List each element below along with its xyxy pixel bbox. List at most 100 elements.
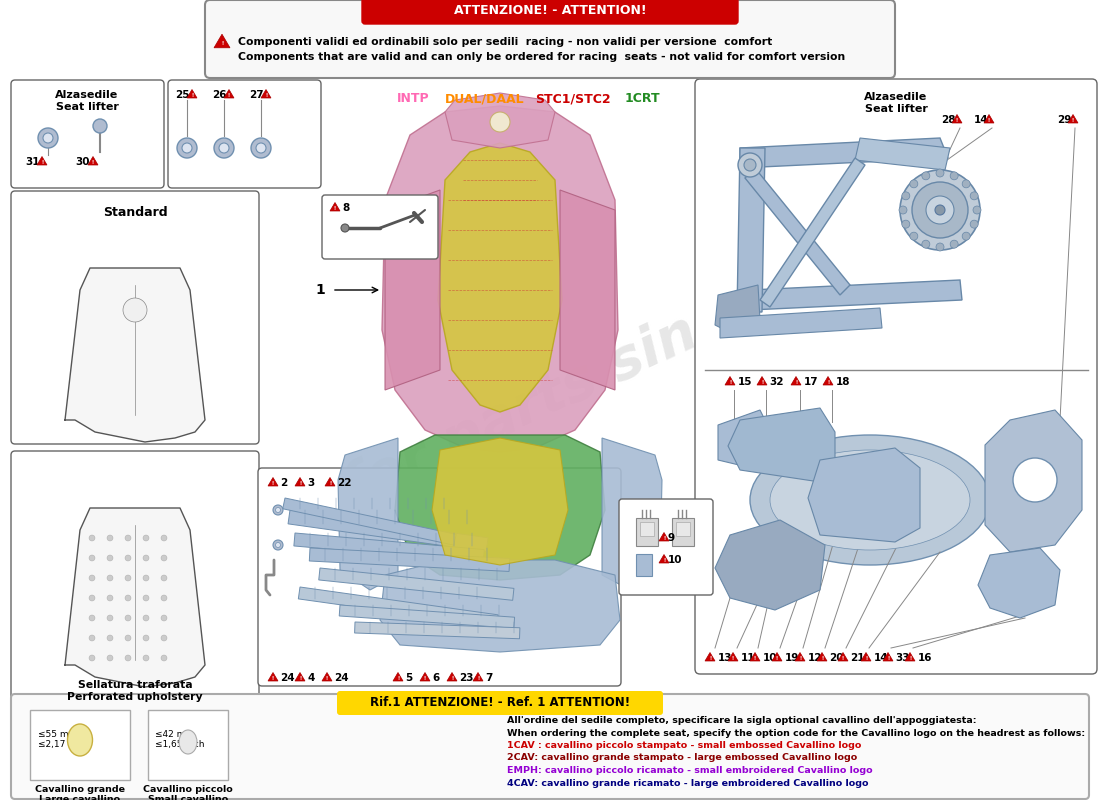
Polygon shape xyxy=(725,377,735,385)
Polygon shape xyxy=(261,90,271,98)
Bar xyxy=(148,710,228,780)
Text: !: ! xyxy=(477,676,480,681)
Circle shape xyxy=(125,615,131,621)
Polygon shape xyxy=(705,653,715,661)
Text: STC1/STC2: STC1/STC2 xyxy=(535,93,611,106)
Text: Cavallino piccolo
Small cavallino: Cavallino piccolo Small cavallino xyxy=(143,785,233,800)
Polygon shape xyxy=(795,653,805,661)
Polygon shape xyxy=(883,653,893,661)
Bar xyxy=(283,498,456,545)
Text: !: ! xyxy=(754,656,756,661)
Text: Components that are valid and can only be ordered for racing  seats - not valid : Components that are valid and can only b… xyxy=(238,52,845,62)
Polygon shape xyxy=(823,377,833,385)
FancyBboxPatch shape xyxy=(205,0,895,78)
Text: !: ! xyxy=(272,481,274,486)
Text: Standard: Standard xyxy=(102,206,167,219)
Polygon shape xyxy=(791,377,801,385)
Polygon shape xyxy=(952,114,962,123)
Bar xyxy=(288,510,488,552)
Text: 33: 33 xyxy=(895,653,910,663)
Text: 1CRT: 1CRT xyxy=(625,93,661,106)
Polygon shape xyxy=(750,653,760,661)
Circle shape xyxy=(107,535,113,541)
Text: !: ! xyxy=(909,656,911,661)
Polygon shape xyxy=(295,478,305,486)
Text: 24: 24 xyxy=(280,673,295,683)
Text: 25: 25 xyxy=(176,90,190,100)
Text: !: ! xyxy=(299,676,301,681)
Polygon shape xyxy=(861,653,871,661)
Circle shape xyxy=(107,595,113,601)
Circle shape xyxy=(902,192,910,200)
Text: !: ! xyxy=(329,481,331,486)
Bar xyxy=(636,518,658,546)
Polygon shape xyxy=(720,308,882,338)
Text: 22: 22 xyxy=(338,478,352,488)
Circle shape xyxy=(125,595,131,601)
Circle shape xyxy=(744,159,756,171)
Ellipse shape xyxy=(770,450,970,550)
Circle shape xyxy=(910,232,917,240)
Circle shape xyxy=(161,635,167,641)
Ellipse shape xyxy=(750,435,990,565)
Circle shape xyxy=(275,507,280,513)
Circle shape xyxy=(89,535,95,541)
Polygon shape xyxy=(560,190,615,390)
Text: 8: 8 xyxy=(342,203,350,213)
Text: Componenti validi ed ordinabili solo per sedili  racing - non validi per version: Componenti validi ed ordinabili solo per… xyxy=(238,37,772,47)
Text: 14: 14 xyxy=(873,653,888,663)
Polygon shape xyxy=(808,448,920,542)
Polygon shape xyxy=(715,285,760,335)
Text: !: ! xyxy=(1071,118,1074,122)
Polygon shape xyxy=(750,280,962,310)
Circle shape xyxy=(125,575,131,581)
FancyBboxPatch shape xyxy=(322,195,438,259)
Text: 14: 14 xyxy=(974,115,988,125)
Polygon shape xyxy=(324,478,336,486)
Circle shape xyxy=(341,224,349,232)
Circle shape xyxy=(962,232,970,240)
Polygon shape xyxy=(420,673,430,681)
Text: ≤42 mm
≤1,65 inch: ≤42 mm ≤1,65 inch xyxy=(155,730,205,750)
Circle shape xyxy=(256,143,266,153)
Text: ATTENZIONE! - ATTENTION!: ATTENZIONE! - ATTENTION! xyxy=(453,5,647,18)
Circle shape xyxy=(94,119,107,133)
Polygon shape xyxy=(65,508,205,687)
Text: 9: 9 xyxy=(668,533,675,543)
Text: 1CAV : cavallino piccolo stampato - small embossed Cavallino logo: 1CAV : cavallino piccolo stampato - smal… xyxy=(507,741,861,750)
Circle shape xyxy=(161,575,167,581)
Bar xyxy=(676,522,690,536)
Text: !: ! xyxy=(299,481,301,486)
Polygon shape xyxy=(715,520,825,610)
Text: !: ! xyxy=(334,206,337,210)
FancyBboxPatch shape xyxy=(362,0,738,24)
Text: !: ! xyxy=(92,160,95,165)
Text: 20: 20 xyxy=(829,653,844,663)
Polygon shape xyxy=(838,653,848,661)
Bar xyxy=(319,568,514,600)
FancyBboxPatch shape xyxy=(11,191,258,444)
Circle shape xyxy=(161,595,167,601)
Text: DUAL/DAAL: DUAL/DAAL xyxy=(446,93,525,106)
Bar xyxy=(298,587,498,626)
Polygon shape xyxy=(718,410,776,470)
Text: 6: 6 xyxy=(432,673,440,683)
Polygon shape xyxy=(88,157,98,165)
Circle shape xyxy=(490,112,510,132)
Text: !: ! xyxy=(272,676,274,681)
Polygon shape xyxy=(740,138,948,168)
Polygon shape xyxy=(214,34,230,48)
Circle shape xyxy=(125,635,131,641)
Text: !: ! xyxy=(795,380,798,385)
Text: !: ! xyxy=(842,656,844,661)
Text: !: ! xyxy=(988,118,990,122)
Text: !: ! xyxy=(221,41,223,46)
Polygon shape xyxy=(1068,114,1078,123)
Text: Sellatura traforata
Perforated upholstery: Sellatura traforata Perforated upholster… xyxy=(67,680,202,702)
Text: 29: 29 xyxy=(1057,115,1072,125)
Text: 27: 27 xyxy=(250,90,264,100)
Circle shape xyxy=(107,655,113,661)
Bar xyxy=(636,554,652,576)
Text: Supercars for parts since 1994: Supercars for parts since 1994 xyxy=(32,202,927,658)
Text: 7: 7 xyxy=(485,673,493,683)
